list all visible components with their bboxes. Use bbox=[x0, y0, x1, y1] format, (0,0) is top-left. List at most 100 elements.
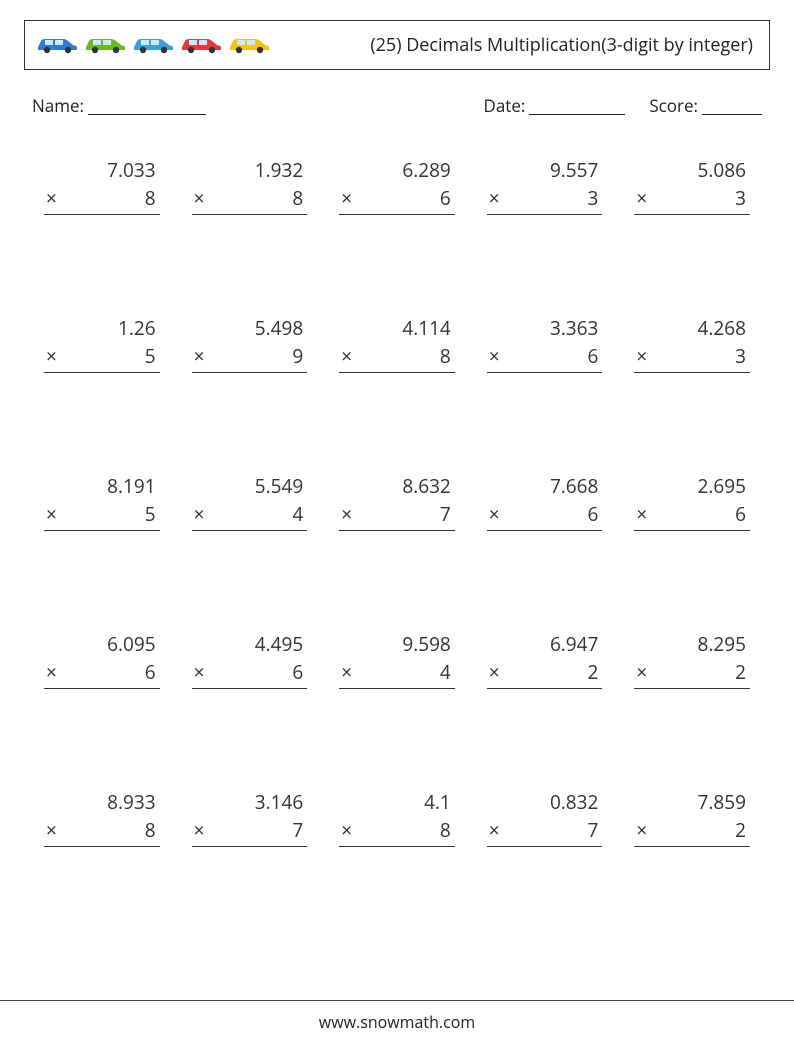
multiplicand: 8.191 bbox=[44, 473, 160, 501]
multiplicand: 4.495 bbox=[192, 631, 308, 659]
multiplicand: 4.268 bbox=[634, 315, 750, 343]
operator: × bbox=[636, 501, 647, 527]
car-wheel bbox=[44, 46, 50, 52]
operator: × bbox=[636, 343, 647, 369]
multiplier: 5 bbox=[57, 501, 156, 527]
car-wheel bbox=[257, 46, 263, 52]
multiplicand: 7.668 bbox=[487, 473, 603, 501]
multiplier-row: ×6 bbox=[487, 501, 603, 531]
multiplicand: 8.933 bbox=[44, 789, 160, 817]
date-label: Date: bbox=[483, 94, 525, 117]
multiplicand: 8.632 bbox=[339, 473, 455, 501]
multiplicand: 6.947 bbox=[487, 631, 603, 659]
footer-rule bbox=[0, 1000, 794, 1001]
multiplicand: 0.832 bbox=[487, 789, 603, 817]
problem-grid: 7.033×81.932×86.289×69.557×35.086×31.26×… bbox=[24, 151, 770, 847]
name-line[interactable] bbox=[88, 92, 206, 115]
multiplier-row: ×6 bbox=[487, 343, 603, 373]
worksheet-page: (25) Decimals Multiplication(3-digit by … bbox=[0, 0, 794, 1053]
multiplier-row: ×8 bbox=[44, 817, 160, 847]
multiplier: 6 bbox=[500, 343, 599, 369]
operator: × bbox=[194, 501, 205, 527]
car-wheel bbox=[65, 46, 71, 52]
multiplication-problem: 5.086×3 bbox=[634, 157, 750, 215]
multiplicand: 1.26 bbox=[44, 315, 160, 343]
multiplication-problem: 6.095×6 bbox=[44, 631, 160, 689]
multiplicand: 5.498 bbox=[192, 315, 308, 343]
multiplier: 3 bbox=[647, 185, 746, 211]
car-window bbox=[237, 40, 245, 45]
score-line[interactable] bbox=[702, 92, 762, 115]
multiplicand: 5.086 bbox=[634, 157, 750, 185]
multiplier-row: ×6 bbox=[339, 185, 455, 215]
operator: × bbox=[636, 185, 647, 211]
multiplicand: 3.363 bbox=[487, 315, 603, 343]
multiplier-row: ×4 bbox=[339, 659, 455, 689]
multiplier: 2 bbox=[647, 817, 746, 843]
multiplier: 8 bbox=[352, 343, 451, 369]
operator: × bbox=[636, 659, 647, 685]
info-row: Name: Date: Score: bbox=[24, 94, 770, 117]
multiplier-row: ×3 bbox=[634, 343, 750, 373]
car-icon-wrap bbox=[227, 32, 271, 59]
car-window bbox=[103, 40, 111, 45]
multiplicand: 6.289 bbox=[339, 157, 455, 185]
multiplicand: 1.932 bbox=[192, 157, 308, 185]
date-line[interactable] bbox=[529, 92, 625, 115]
car-icon-wrap bbox=[35, 32, 79, 59]
car-window bbox=[247, 40, 255, 45]
car-row bbox=[35, 32, 271, 59]
multiplier: 2 bbox=[647, 659, 746, 685]
car-icon bbox=[83, 32, 127, 54]
multiplication-problem: 8.632×7 bbox=[339, 473, 455, 531]
operator: × bbox=[341, 817, 352, 843]
spacer bbox=[206, 94, 483, 117]
multiplier-row: ×6 bbox=[192, 659, 308, 689]
spacer bbox=[625, 94, 649, 117]
multiplication-problem: 7.033×8 bbox=[44, 157, 160, 215]
car-window bbox=[199, 40, 207, 45]
multiplication-problem: 4.495×6 bbox=[192, 631, 308, 689]
car-icon-wrap bbox=[83, 32, 127, 59]
multiplication-problem: 5.498×9 bbox=[192, 315, 308, 373]
multiplier: 8 bbox=[352, 817, 451, 843]
multiplicand: 4.1 bbox=[339, 789, 455, 817]
car-icon-wrap bbox=[131, 32, 175, 59]
car-icon bbox=[179, 32, 223, 54]
operator: × bbox=[46, 185, 57, 211]
operator: × bbox=[341, 501, 352, 527]
multiplier: 6 bbox=[500, 501, 599, 527]
multiplication-problem: 1.26×5 bbox=[44, 315, 160, 373]
multiplication-problem: 6.947×2 bbox=[487, 631, 603, 689]
multiplier-row: ×2 bbox=[634, 817, 750, 847]
car-wheel bbox=[140, 46, 146, 52]
multiplier-row: ×7 bbox=[339, 501, 455, 531]
multiplier: 7 bbox=[500, 817, 599, 843]
operator: × bbox=[194, 343, 205, 369]
multiplier-row: ×2 bbox=[487, 659, 603, 689]
multiplier-row: ×9 bbox=[192, 343, 308, 373]
multiplier: 6 bbox=[647, 501, 746, 527]
multiplication-problem: 0.832×7 bbox=[487, 789, 603, 847]
multiplication-problem: 8.191×5 bbox=[44, 473, 160, 531]
multiplier: 5 bbox=[57, 343, 156, 369]
multiplier: 4 bbox=[204, 501, 303, 527]
multiplication-problem: 1.932×8 bbox=[192, 157, 308, 215]
operator: × bbox=[194, 659, 205, 685]
multiplication-problem: 7.859×2 bbox=[634, 789, 750, 847]
header-box: (25) Decimals Multiplication(3-digit by … bbox=[24, 20, 770, 70]
worksheet-title: (25) Decimals Multiplication(3-digit by … bbox=[271, 33, 759, 57]
car-wheel bbox=[161, 46, 167, 52]
multiplication-problem: 5.549×4 bbox=[192, 473, 308, 531]
car-icon bbox=[35, 32, 79, 54]
multiplier-row: ×2 bbox=[634, 659, 750, 689]
footer-url: www.snowmath.com bbox=[0, 1011, 794, 1033]
multiplier: 3 bbox=[647, 343, 746, 369]
operator: × bbox=[489, 501, 500, 527]
multiplication-problem: 4.268×3 bbox=[634, 315, 750, 373]
multiplier-row: ×4 bbox=[192, 501, 308, 531]
operator: × bbox=[636, 817, 647, 843]
car-wheel bbox=[209, 46, 215, 52]
multiplication-problem: 8.295×2 bbox=[634, 631, 750, 689]
operator: × bbox=[46, 659, 57, 685]
